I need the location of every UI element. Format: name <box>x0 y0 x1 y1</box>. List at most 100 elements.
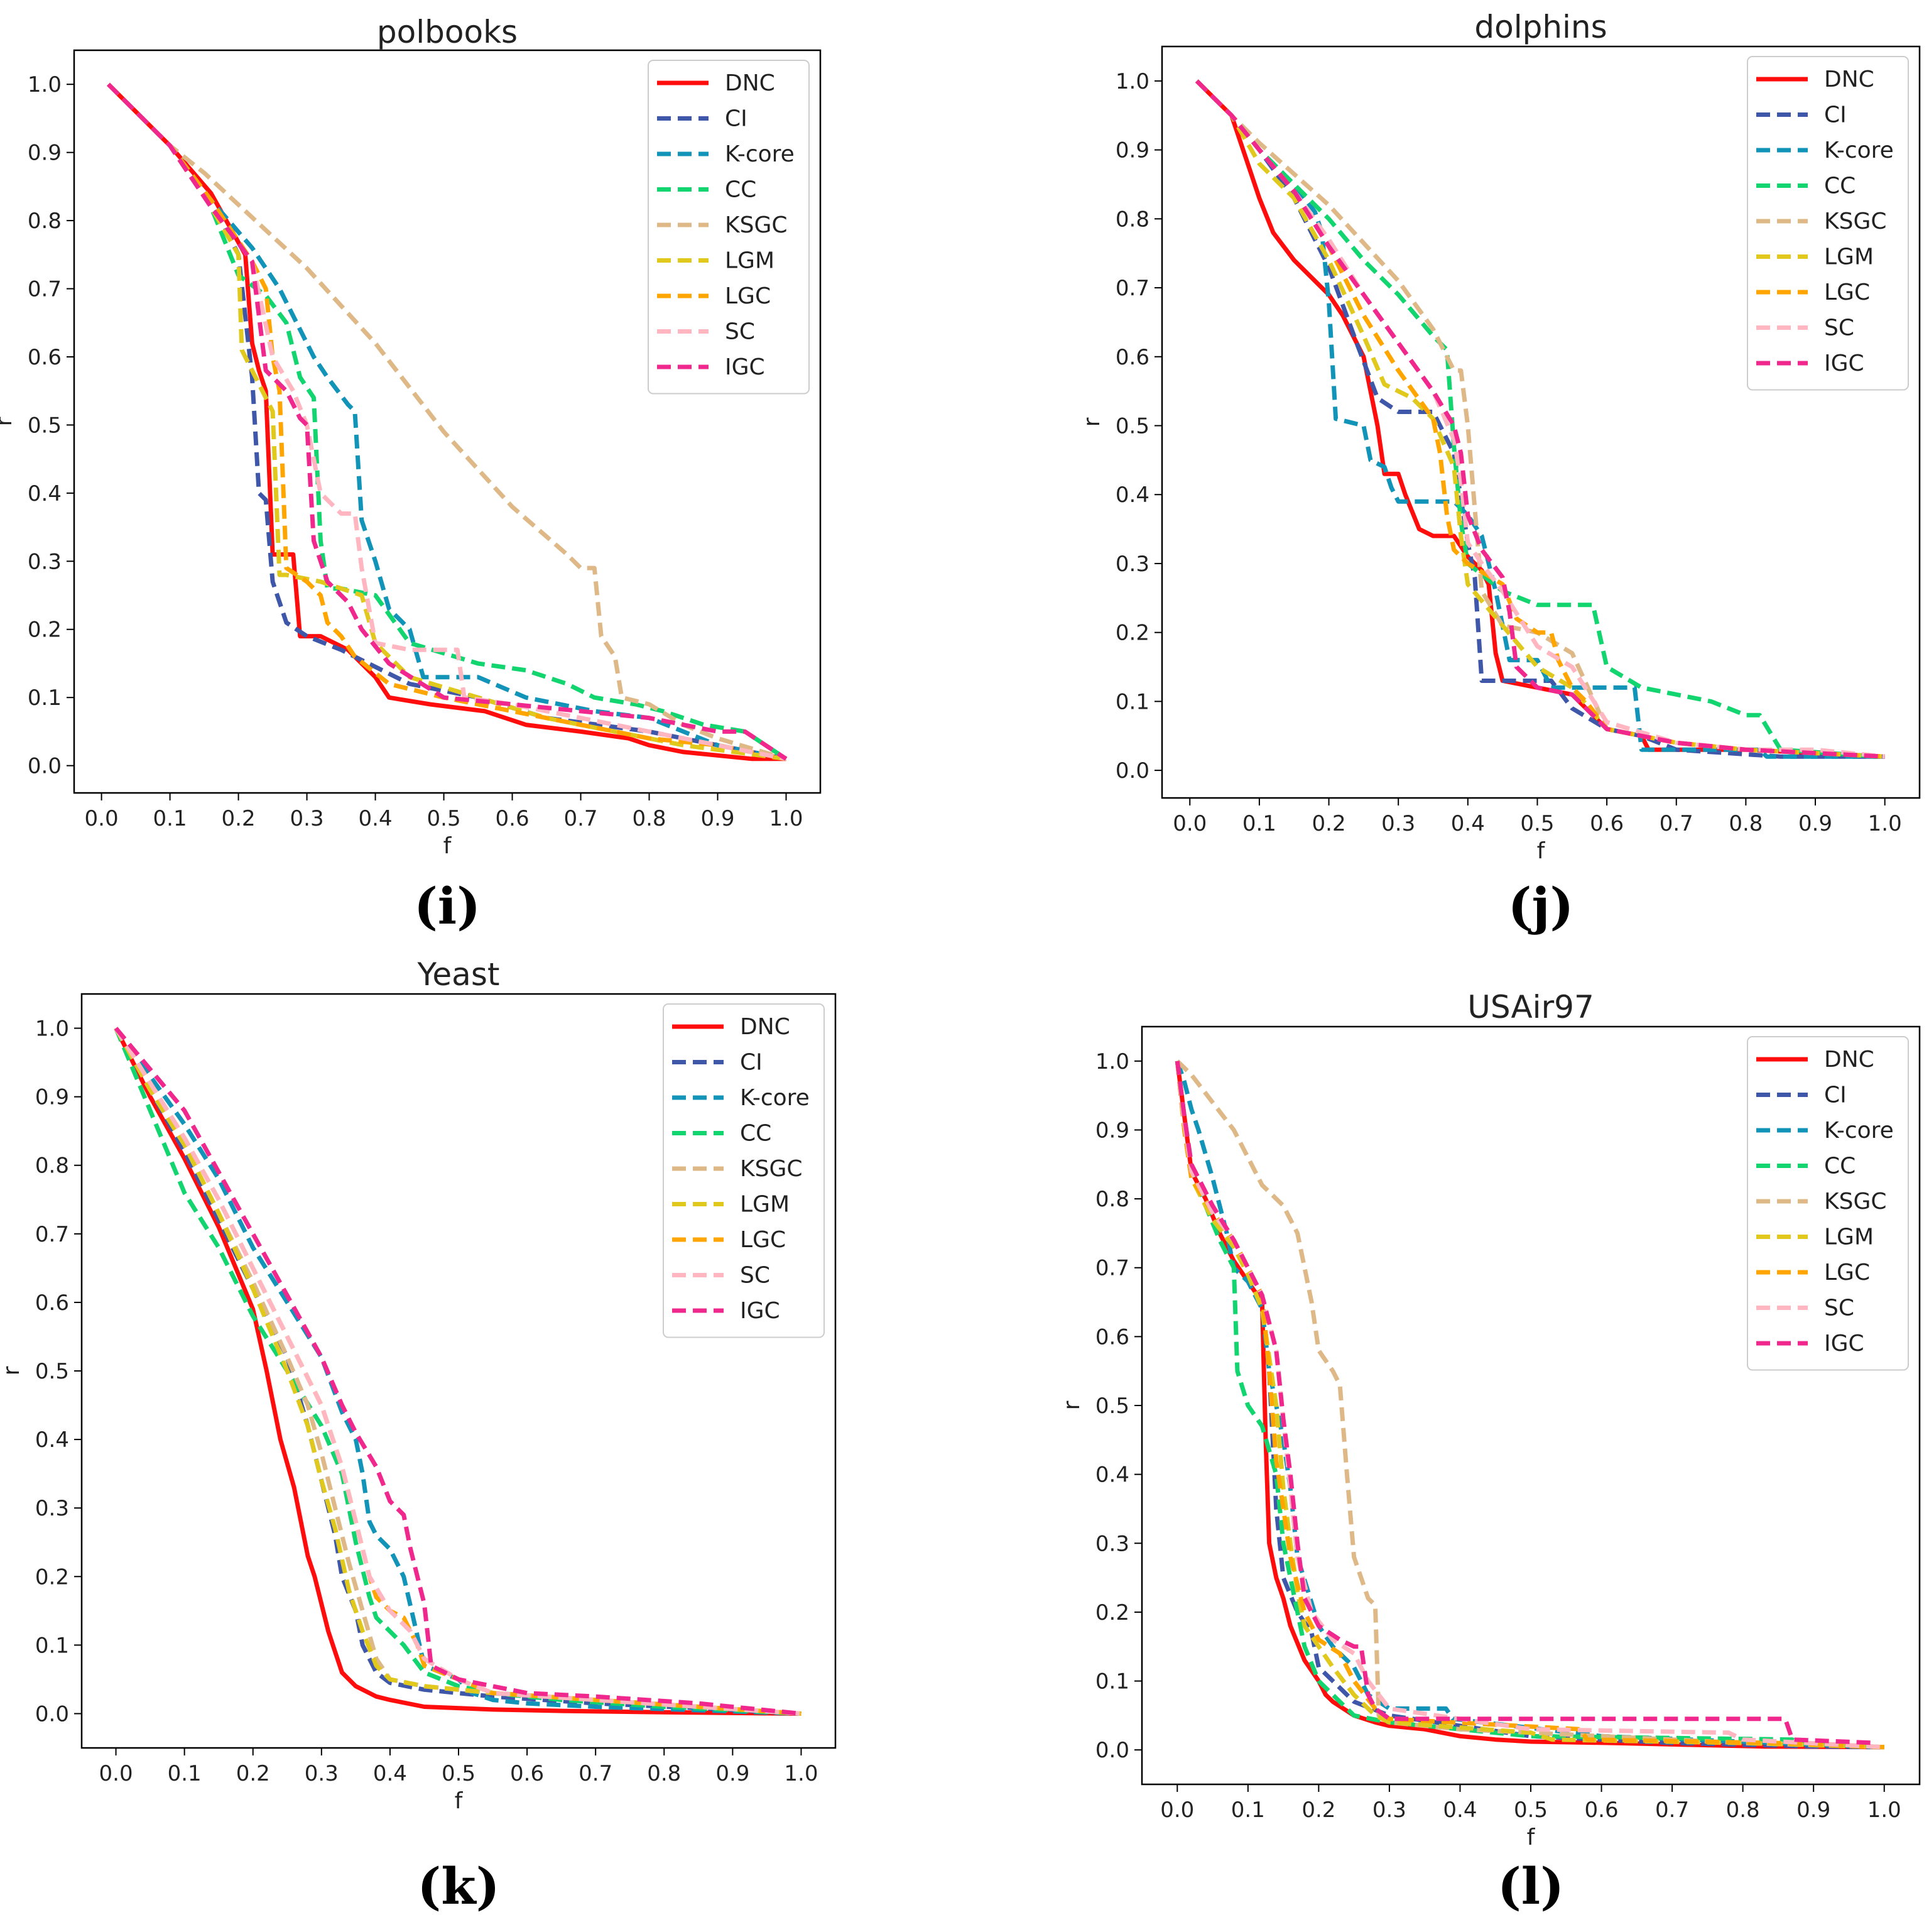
plot-frame <box>73 49 822 794</box>
x-tick-label: 0.4 <box>1443 1798 1477 1823</box>
legend: DNC CI K-core CC KSGC LGM LGC SC IGC <box>663 1003 825 1338</box>
chart-title: Yeast <box>417 956 500 993</box>
legend-label: K-core <box>725 141 795 167</box>
x-tick-label: 0.8 <box>1726 1798 1760 1823</box>
legend-label: IGC <box>1824 351 1864 376</box>
x-tick-label: 0.1 <box>168 1761 202 1786</box>
y-tick-label: 0.9 <box>35 1085 69 1110</box>
x-tick-label: 0.3 <box>305 1761 339 1786</box>
legend-label: LGM <box>740 1192 790 1218</box>
y-tick-label: 0.8 <box>35 1154 69 1179</box>
legend-label: CC <box>1824 1154 1856 1179</box>
legend-label: SC <box>1824 315 1854 341</box>
y-tick-label: 0.1 <box>1116 689 1149 714</box>
legend-label: CC <box>740 1121 771 1147</box>
y-tick-label: 0.5 <box>28 413 62 438</box>
legend-label: DNC <box>725 70 775 96</box>
x-tick-label: 0.8 <box>1729 811 1763 836</box>
panel-label: (j) <box>1508 876 1574 936</box>
y-tick-label: 0.0 <box>35 1701 69 1727</box>
y-axis-label: r <box>0 417 17 426</box>
x-tick-label: 1.0 <box>769 806 803 831</box>
series-line-ci <box>114 1027 801 1716</box>
y-tick-label: 0.3 <box>35 1496 69 1521</box>
x-tick-label: 0.5 <box>1514 1798 1548 1823</box>
x-tick-label: 0.2 <box>236 1761 270 1786</box>
y-tick-label: 0.4 <box>1095 1463 1129 1488</box>
y-tick-label: 0.7 <box>35 1222 69 1247</box>
y-tick-label: 0.0 <box>1095 1738 1129 1763</box>
x-tick-label: 0.5 <box>442 1761 475 1786</box>
x-axis-label: f <box>443 833 452 859</box>
y-tick-label: 0.3 <box>28 549 62 574</box>
x-tick-label: 0.1 <box>153 806 187 831</box>
x-tick-label: 0.9 <box>715 1761 749 1786</box>
series-line-sc <box>114 1027 801 1716</box>
chart-panel-1: dolphins 0.0 0.1 0.2 0.3 0.4 0.5 0.6 0.7 0.8 0.9 1.… <box>1079 9 1921 936</box>
x-tick-label: 0.8 <box>632 806 666 831</box>
legend-box <box>1747 56 1909 391</box>
legend-label: CC <box>1824 173 1856 199</box>
legend: DNC CI K-core CC KSGC LGM LGC SC IGC <box>648 60 810 395</box>
x-tick-label: 0.4 <box>373 1761 407 1786</box>
x-tick-label: 0.3 <box>1372 1798 1406 1823</box>
series-line-dnc <box>1175 1061 1884 1750</box>
series-line-cc <box>1175 1061 1884 1750</box>
y-tick-label: 1.0 <box>1095 1049 1129 1074</box>
y-tick-label: 0.5 <box>35 1359 69 1384</box>
legend-label: CI <box>740 1050 763 1076</box>
y-tick-label: 0.8 <box>1116 207 1149 232</box>
y-tick-label: 0.8 <box>1095 1187 1129 1212</box>
legend: DNC CI K-core CC KSGC LGM LGC SC IGC <box>1747 1036 1909 1371</box>
y-tick-label: 0.8 <box>28 209 62 234</box>
y-tick-label: 0.1 <box>28 685 62 711</box>
legend-label: KSGC <box>725 212 788 238</box>
legend-box <box>1747 1036 1909 1371</box>
y-tick-label: 0.7 <box>1095 1256 1129 1281</box>
y-tick-label: 0.7 <box>28 277 62 302</box>
y-tick-label: 0.4 <box>35 1427 69 1453</box>
legend-label: LGC <box>725 283 771 309</box>
y-tick-label: 0.3 <box>1095 1531 1129 1556</box>
x-axis-label: f <box>1527 1825 1536 1850</box>
x-tick-label: 0.2 <box>1312 811 1346 836</box>
y-tick-label: 0.6 <box>1095 1324 1129 1350</box>
x-tick-label: 0.7 <box>1655 1798 1689 1823</box>
y-tick-label: 0.3 <box>1116 552 1149 577</box>
legend-label: KSGC <box>740 1156 803 1182</box>
x-tick-label: 1.0 <box>784 1761 818 1786</box>
panel-label: (i) <box>414 876 481 936</box>
plot-frame <box>1161 45 1921 799</box>
y-tick-label: 0.0 <box>1116 758 1149 783</box>
legend-label: KSGC <box>1824 1189 1887 1214</box>
series-line-lgm <box>1175 1061 1884 1750</box>
x-tick-label: 0.6 <box>510 1761 544 1786</box>
y-tick-label: 1.0 <box>1116 69 1149 94</box>
legend-label: LGC <box>1824 280 1870 305</box>
series-line-lgm <box>107 82 786 761</box>
y-tick-label: 0.5 <box>1116 413 1149 439</box>
legend-label: LGM <box>1824 244 1874 270</box>
legend-label: SC <box>1824 1296 1854 1321</box>
y-tick-label: 0.7 <box>1116 276 1149 301</box>
series-line-dnc <box>114 1027 801 1716</box>
legend-label: CI <box>1824 102 1847 128</box>
x-tick-label: 0.0 <box>99 1761 133 1786</box>
x-tick-label: 0.6 <box>1585 1798 1619 1823</box>
x-axis-label: f <box>455 1788 464 1814</box>
y-tick-label: 1.0 <box>35 1017 69 1042</box>
x-tick-label: 0.3 <box>1381 811 1415 836</box>
x-tick-label: 1.0 <box>1867 1798 1901 1823</box>
x-tick-label: 0.0 <box>1173 811 1207 836</box>
legend-label: K-core <box>1824 1118 1894 1143</box>
panel-label: (l) <box>1497 1857 1564 1916</box>
y-tick-label: 0.6 <box>35 1291 69 1316</box>
y-axis-label: r <box>0 1366 24 1375</box>
series-line-igc <box>107 82 788 761</box>
y-tick-label: 0.0 <box>28 754 62 779</box>
legend-label: CI <box>1824 1083 1847 1108</box>
x-tick-label: 0.4 <box>1451 811 1485 836</box>
y-axis-label: r <box>1079 417 1105 427</box>
legend-label: SC <box>725 319 755 345</box>
